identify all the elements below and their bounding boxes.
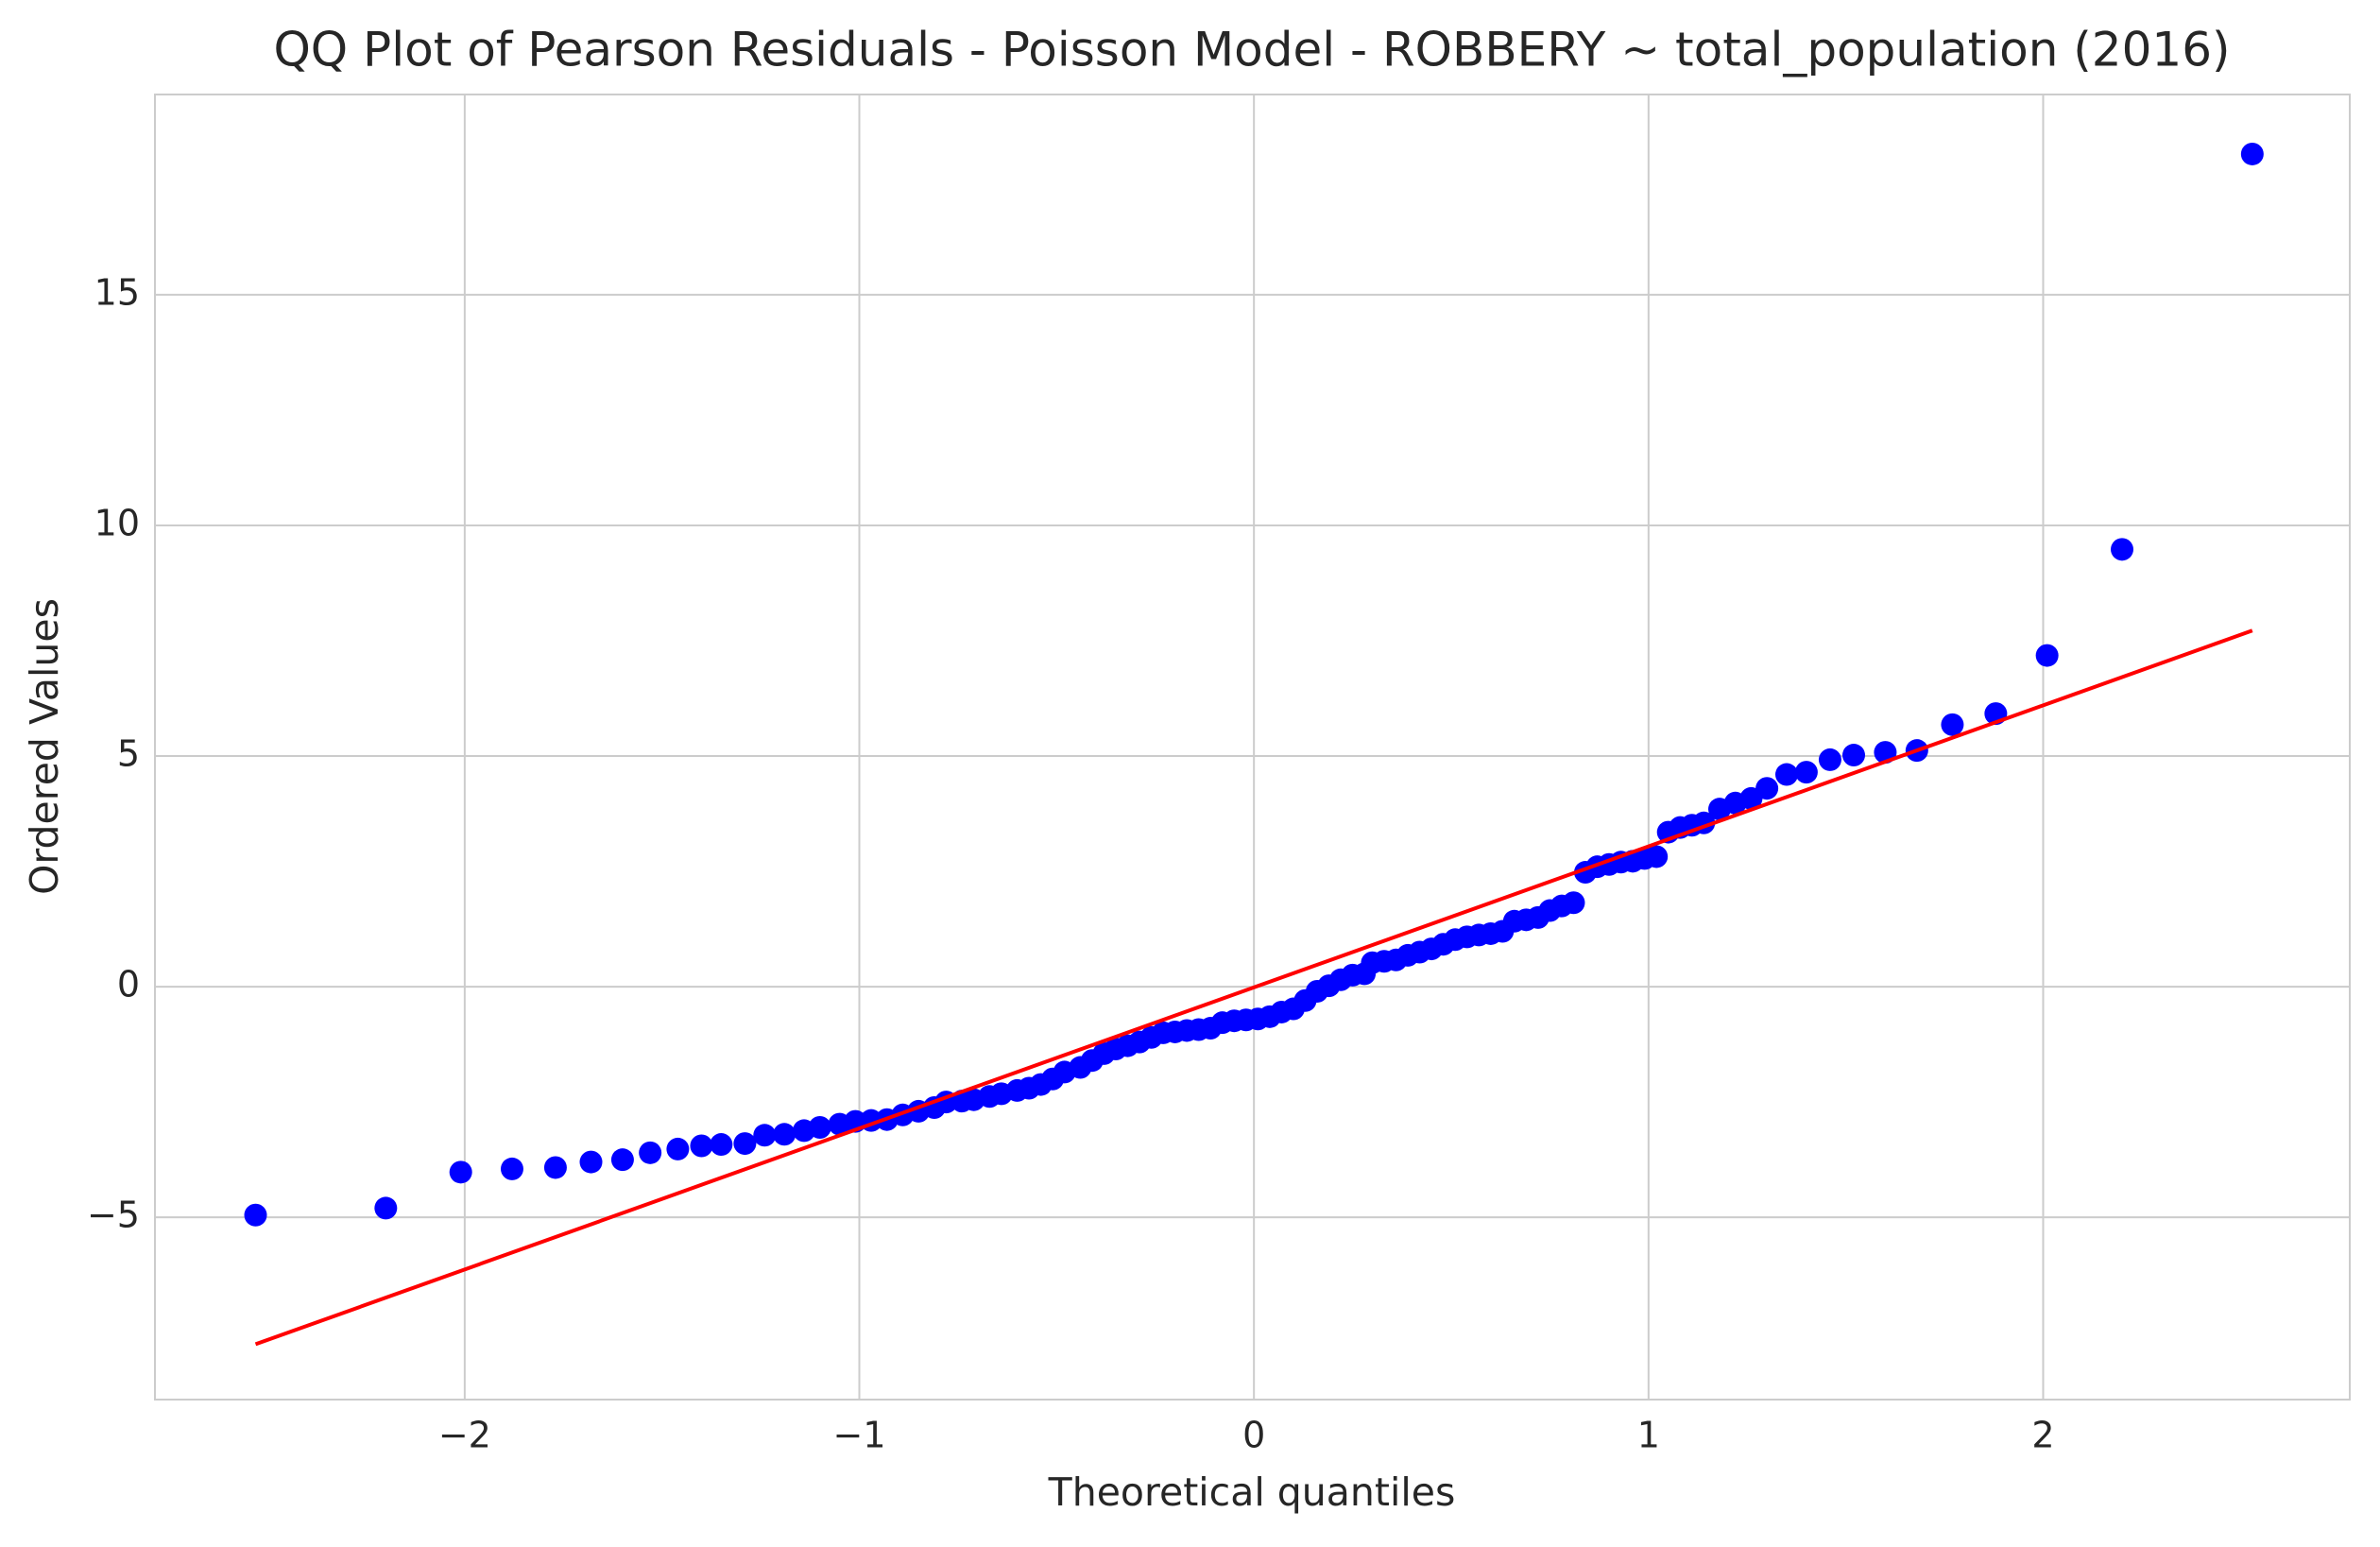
- data-point: [610, 1148, 634, 1172]
- y-tick-label: 5: [117, 733, 140, 775]
- data-point: [710, 1133, 733, 1157]
- data-point: [374, 1196, 398, 1220]
- data-point: [733, 1132, 757, 1156]
- data-point: [2035, 644, 2059, 667]
- data-point: [1562, 891, 1585, 915]
- x-tick-label: 2: [2031, 1415, 2054, 1456]
- x-tick-label: 0: [1242, 1415, 1265, 1456]
- data-point: [244, 1203, 267, 1227]
- y-tick-label: 0: [117, 964, 140, 1006]
- data-point: [2240, 142, 2264, 165]
- x-tick-label: −2: [438, 1415, 491, 1456]
- data-point: [639, 1141, 662, 1164]
- data-point: [1941, 713, 1964, 736]
- y-axis-label: Ordered Values: [22, 598, 67, 895]
- y-tick-label: 15: [94, 271, 140, 313]
- data-point: [773, 1123, 796, 1146]
- y-tick-label: 10: [94, 502, 140, 543]
- data-point: [1775, 763, 1799, 786]
- plot-marks: [244, 142, 2264, 1347]
- data-point: [1842, 744, 1866, 767]
- data-point: [543, 1156, 567, 1179]
- x-tick-label: −1: [832, 1415, 885, 1456]
- grid: [155, 95, 2350, 1400]
- data-point: [1818, 748, 1841, 771]
- data-point: [449, 1160, 472, 1184]
- data-point: [1645, 845, 1669, 868]
- data-point: [579, 1150, 603, 1174]
- data-point: [666, 1137, 690, 1160]
- plot-frame: [154, 94, 2351, 1401]
- data-point: [1794, 761, 1818, 784]
- x-tick-label: 1: [1637, 1415, 1660, 1456]
- chart-title: QQ Plot of Pearson Residuals - Poisson M…: [273, 23, 2230, 77]
- data-point: [808, 1115, 831, 1139]
- data-point: [690, 1134, 713, 1158]
- x-axis-label: Theoretical quantiles: [1048, 1470, 1456, 1515]
- data-point: [2111, 538, 2134, 561]
- data-point: [753, 1124, 777, 1147]
- data-point: [500, 1157, 523, 1180]
- y-tick-label: −5: [87, 1195, 140, 1236]
- data-point: [1755, 777, 1779, 800]
- fit-line: [254, 628, 2253, 1347]
